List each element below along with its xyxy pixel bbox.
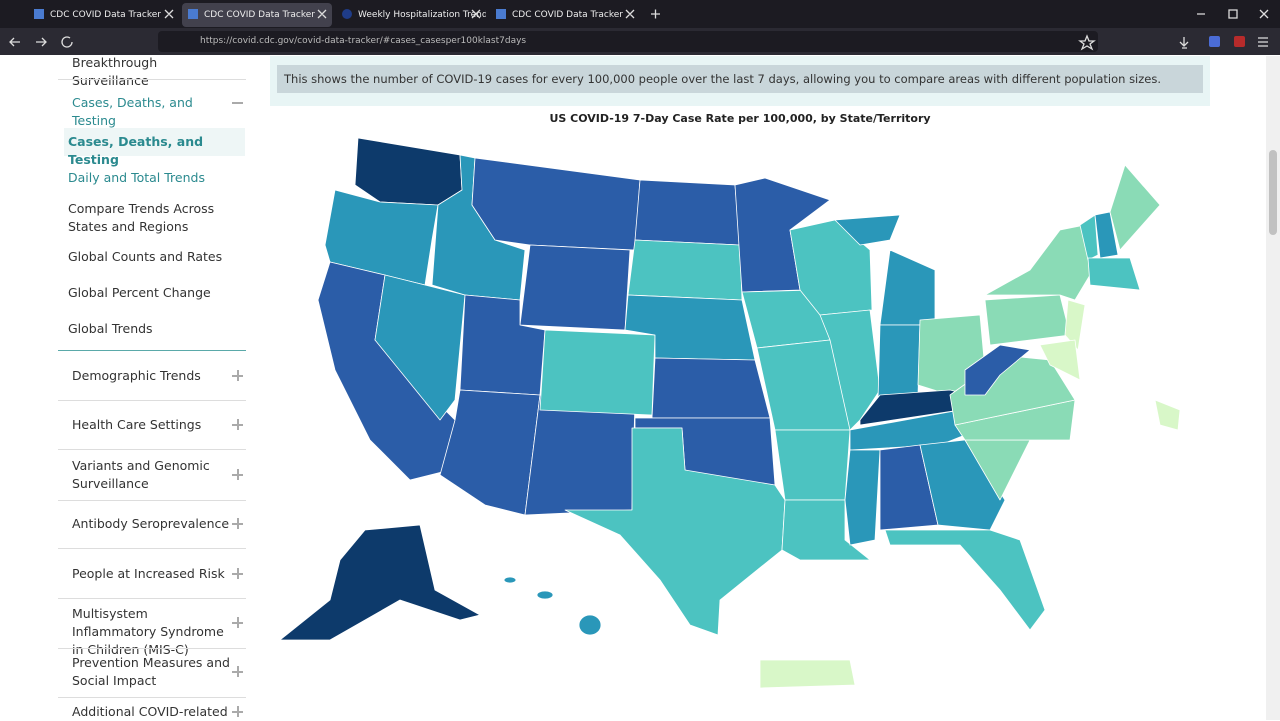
- nav-sub[interactable]: Daily and Total Trends: [68, 170, 205, 185]
- nav-section[interactable]: Additional COVID-related: [72, 704, 228, 719]
- expand-icon-v[interactable]: [237, 666, 239, 677]
- expand-icon-v[interactable]: [237, 518, 239, 529]
- nav-sub[interactable]: Compare Trends Across States and Regions: [68, 201, 215, 234]
- divider: [58, 548, 246, 549]
- divider: [58, 500, 246, 501]
- nav-section-open[interactable]: Cases, Deaths, and Testing: [72, 95, 193, 128]
- url-bar[interactable]: [158, 31, 1098, 52]
- divider: [58, 697, 246, 698]
- nav-section[interactable]: Variants and Genomic Surveillance: [72, 458, 210, 491]
- nav-sub[interactable]: Global Trends: [68, 321, 153, 336]
- map-title: US COVID-19 7-Day Case Rate per 100,000,…: [549, 112, 931, 125]
- nav-section[interactable]: Health Care Settings: [72, 417, 202, 432]
- expand-icon-v[interactable]: [237, 419, 239, 430]
- nav-section[interactable]: Multisystem Inflammatory Syndrome in Chi…: [72, 606, 224, 657]
- nav-sub[interactable]: Global Counts and Rates: [68, 249, 223, 264]
- nav-section[interactable]: Antibody Seroprevalence: [72, 516, 230, 531]
- divider: [58, 79, 246, 80]
- divider: [58, 449, 246, 450]
- tab[interactable]: CDC COVID Data Tracker: [182, 3, 332, 27]
- active-bg: [64, 128, 245, 156]
- expand-icon-v[interactable]: [237, 370, 239, 381]
- divider: [58, 400, 246, 401]
- expand-icon-v[interactable]: [237, 469, 239, 480]
- chrome-icons: [9, 9, 1269, 51]
- tab[interactable]: Weekly Hospitalization Trends: [358, 10, 486, 20]
- nav-section[interactable]: Demographic Trends: [72, 368, 201, 383]
- nav-sub-active[interactable]: Cases, Deaths, and Testing: [68, 134, 204, 167]
- expand-icon-v[interactable]: [237, 706, 239, 717]
- nav-sub[interactable]: Global Percent Change: [68, 285, 211, 300]
- collapse-icon[interactable]: [232, 102, 243, 104]
- scroll-thumb[interactable]: [1269, 150, 1277, 235]
- divider: [58, 648, 246, 649]
- expand-icon-v[interactable]: [237, 568, 239, 579]
- divider: [58, 598, 246, 599]
- expand-icon-v[interactable]: [237, 617, 239, 628]
- nav-section[interactable]: Prevention Measures and Social Impact: [72, 655, 230, 688]
- tab[interactable]: CDC COVID Data Tracker: [512, 10, 623, 20]
- url: https://covid.cdc.gov/covid-data-tracker…: [200, 36, 527, 46]
- tab[interactable]: CDC COVID Data Tracker: [50, 10, 161, 20]
- nav-section[interactable]: People at Increased Risk: [72, 566, 225, 581]
- divider: [58, 350, 246, 351]
- notice: This shows the number of COVID-19 cases …: [277, 65, 1203, 93]
- nav-item[interactable]: Breakthrough Surveillance: [72, 55, 158, 88]
